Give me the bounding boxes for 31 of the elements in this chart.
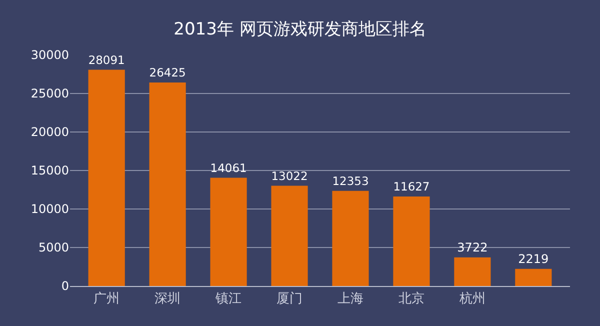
x-tick-label: 深圳	[154, 292, 181, 307]
chart-title: 2013年 网页游戏研发商地区排名	[174, 20, 426, 40]
y-tick-label: 20000	[30, 125, 69, 140]
y-tick-label: 10000	[30, 202, 69, 216]
bar	[515, 268, 552, 286]
x-tick-label: 杭州	[458, 292, 486, 307]
y-tick-label: 0	[61, 279, 69, 294]
data-label: 14061	[210, 160, 247, 175]
y-tick-label: 5000	[38, 240, 69, 255]
y-tick-label: 30000	[30, 48, 69, 62]
bar	[332, 190, 369, 286]
data-label: 28091	[88, 52, 125, 67]
y-tick-label: 25000	[30, 86, 69, 101]
bar	[454, 257, 491, 286]
x-tick-label: 上海	[337, 292, 364, 307]
data-label: 3722	[457, 240, 488, 254]
x-tick-label: 北京	[398, 292, 424, 307]
data-label: 11627	[393, 180, 430, 194]
bar	[271, 186, 308, 286]
data-label: 12353	[332, 174, 369, 188]
data-label: 26425	[149, 66, 186, 80]
data-label: 13022	[271, 168, 308, 183]
x-tick-label: 广州	[94, 292, 120, 307]
bar	[88, 70, 125, 286]
bar	[149, 82, 186, 286]
bar	[393, 196, 430, 286]
x-tick-label: 厦门	[276, 290, 303, 307]
x-tick-label: 镇江	[214, 292, 242, 307]
data-label: 2219	[518, 252, 549, 266]
y-tick-label: 15000	[30, 164, 69, 178]
bar	[210, 178, 247, 286]
